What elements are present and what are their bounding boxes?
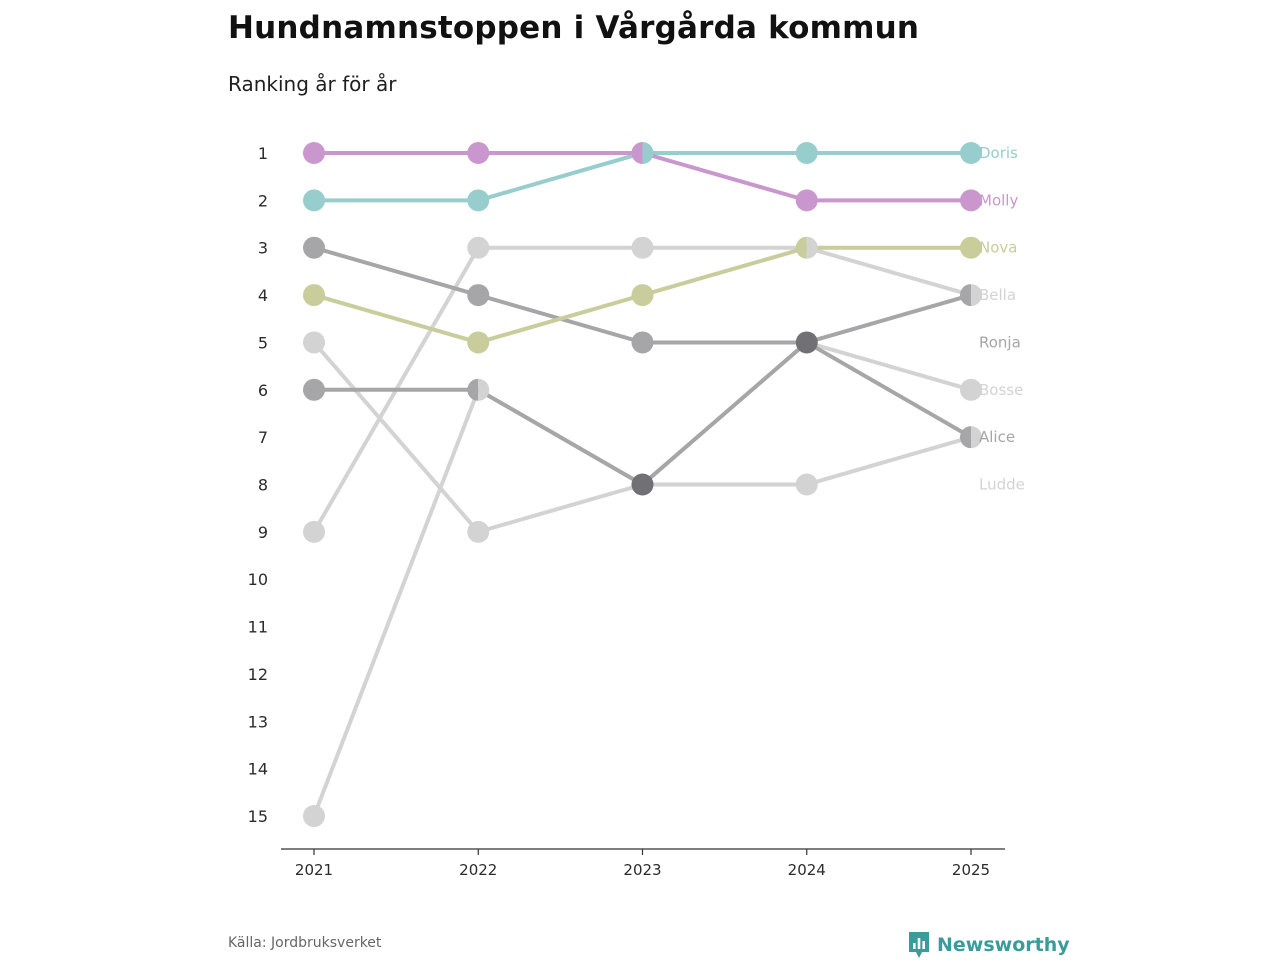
x-tick-label: 2024 [788, 861, 826, 879]
y-tick-label: 1 [258, 144, 268, 163]
data-point-ludde [478, 378, 490, 401]
y-tick-label: 10 [248, 570, 268, 589]
y-tick-label: 14 [248, 760, 268, 779]
y-tick-label: 7 [258, 428, 268, 447]
newsworthy-logo-icon [909, 932, 929, 958]
y-tick-label: 12 [248, 665, 268, 684]
y-tick-label: 4 [258, 286, 268, 305]
data-point-ronja [960, 284, 971, 307]
data-point-nova [631, 284, 654, 307]
data-point-molly [960, 189, 982, 212]
data-point-bosse [960, 378, 982, 401]
data-point-doris [960, 142, 982, 164]
data-point-molly [795, 189, 818, 212]
data-point-doris [303, 189, 325, 212]
data-point-ludde [971, 426, 982, 449]
y-tick-label: 9 [258, 523, 268, 542]
series-end-labels: Doris Molly Nova Bella Ronja Bosse Alice Ludde [979, 144, 1025, 494]
data-point-doris [467, 189, 490, 212]
data-point-bella [467, 236, 490, 259]
chart-title: Hundnamnstoppen i Vårgårda kommun [228, 10, 920, 46]
y-tick-label: 15 [248, 807, 268, 826]
data-point-molly [303, 142, 325, 164]
data-point-nova [795, 236, 807, 259]
series-points [303, 142, 982, 828]
axes: 2021 2022 2023 2024 202512345678910111213141… [248, 144, 1005, 879]
source-note: Källa: Jordbruksverket [228, 935, 382, 951]
chart-subtitle: Ranking år för år [228, 72, 397, 96]
data-point-ronja [303, 236, 325, 259]
data-point-bella [971, 284, 982, 307]
data-point-nova [467, 331, 490, 354]
data-point-ludde [303, 805, 325, 828]
data-point-shared [631, 473, 654, 496]
data-point-ludde [795, 473, 818, 496]
x-tick-label: 2025 [952, 861, 990, 879]
y-tick-label: 6 [258, 381, 268, 400]
y-tick-label: 11 [248, 618, 268, 637]
end-label-ludde: Ludde [979, 476, 1025, 494]
end-label-doris: Doris [979, 144, 1018, 162]
data-point-nova [303, 284, 325, 307]
x-tick-label: 2023 [623, 861, 661, 879]
data-point-alice [960, 426, 971, 449]
end-label-molly: Molly [979, 191, 1018, 209]
data-point-alice [467, 378, 479, 401]
end-label-nova: Nova [979, 239, 1017, 257]
x-tick-label: 2022 [459, 861, 497, 879]
data-point-bosse [303, 331, 325, 354]
x-tick-label: 2021 [295, 861, 333, 879]
end-label-alice: Alice [979, 428, 1015, 446]
data-point-shared [795, 331, 818, 354]
end-label-bella: Bella [979, 286, 1016, 304]
data-point-bella [303, 520, 325, 543]
data-point-molly [631, 142, 643, 164]
y-tick-label: 2 [258, 191, 268, 210]
brand-logo[interactable]: Newsworthy [907, 930, 1070, 960]
end-label-ronja: Ronja [979, 333, 1021, 351]
series-line-bosse [312, 340, 973, 534]
end-label-bosse: Bosse [979, 381, 1023, 399]
y-tick-label: 13 [248, 712, 268, 731]
data-point-ronja [467, 284, 490, 307]
y-tick-label: 3 [258, 239, 268, 258]
brand-name: Newsworthy [937, 934, 1070, 956]
y-tick-label: 8 [258, 476, 268, 495]
data-point-alice [303, 378, 325, 401]
data-point-bella [806, 236, 818, 259]
data-point-doris [795, 142, 818, 164]
data-point-bosse [467, 520, 490, 543]
data-point-nova [960, 236, 982, 259]
y-tick-label: 5 [258, 333, 268, 352]
data-point-bella [631, 236, 654, 259]
data-point-ronja [631, 331, 654, 354]
bump-chart: 2021 2022 2023 2024 202512345678910111213141… [248, 142, 1025, 879]
data-point-molly [467, 142, 490, 164]
data-point-doris [642, 142, 654, 164]
